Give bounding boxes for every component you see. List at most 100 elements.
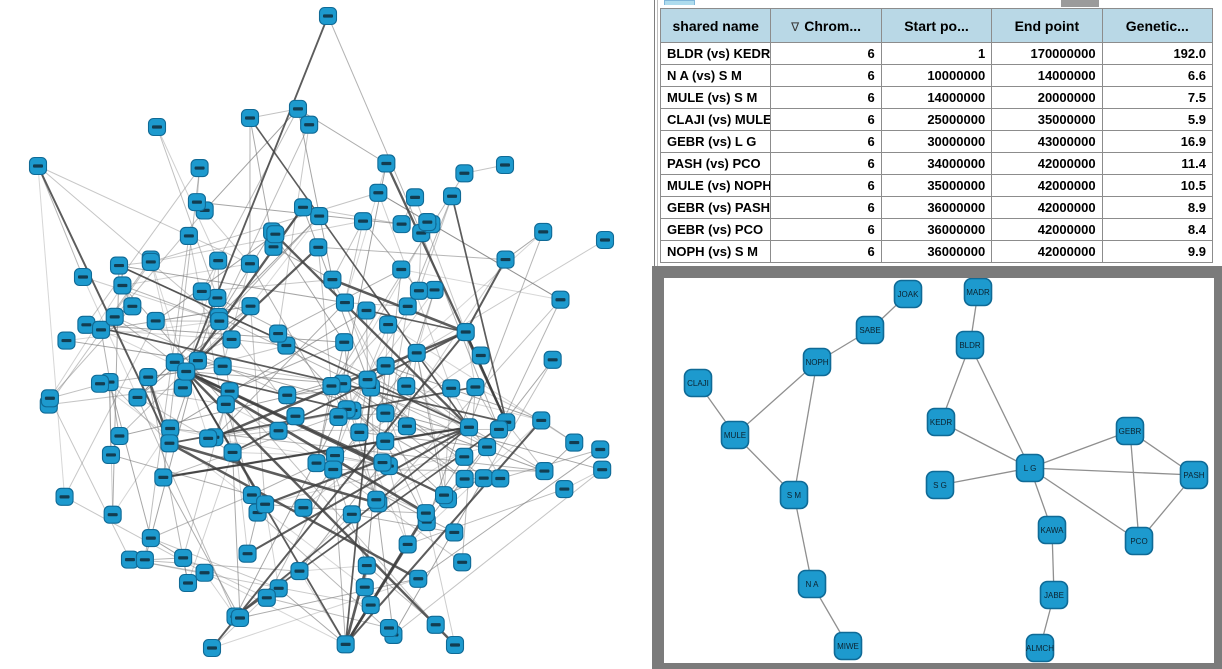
network-edge[interactable] xyxy=(211,578,419,649)
table-row[interactable]: GEBR (vs) PASH 6 36000000 42000000 8.9 xyxy=(659,196,1214,219)
network-node[interactable] xyxy=(103,505,122,524)
network-node[interactable]: MADR xyxy=(963,278,993,307)
network-edge[interactable] xyxy=(939,467,1031,486)
network-node[interactable] xyxy=(376,356,395,375)
network-node[interactable] xyxy=(210,312,229,331)
network-node[interactable]: N A xyxy=(797,569,827,599)
network-edge[interactable] xyxy=(229,341,345,392)
network-edge[interactable] xyxy=(218,316,488,448)
network-node[interactable] xyxy=(240,254,259,273)
network-node[interactable] xyxy=(355,578,374,597)
network-node[interactable] xyxy=(357,556,376,575)
network-edge[interactable] xyxy=(66,320,220,342)
network-edge[interactable] xyxy=(327,15,422,234)
network-node[interactable] xyxy=(309,238,328,257)
table-row[interactable]: NOPH (vs) S M 6 36000000 42000000 9.9 xyxy=(659,240,1214,263)
network-node[interactable] xyxy=(392,260,411,279)
network-edge[interactable] xyxy=(156,126,219,261)
network-node[interactable] xyxy=(496,250,515,269)
network-node[interactable] xyxy=(535,462,554,481)
shared-name-cell[interactable]: MULE (vs) NOPH xyxy=(659,174,772,197)
network-edge[interactable] xyxy=(793,361,818,496)
network-node[interactable]: JABE xyxy=(1039,580,1069,610)
shared-name-cell[interactable]: NOPH (vs) S M xyxy=(659,240,772,263)
network-edge[interactable] xyxy=(231,338,287,347)
network-edge[interactable] xyxy=(168,442,419,580)
network-edge[interactable] xyxy=(232,452,241,619)
column-header[interactable]: ∇ Chrom... xyxy=(770,8,882,43)
table-tab[interactable] xyxy=(664,0,695,5)
network-edge[interactable] xyxy=(346,408,465,480)
network-node[interactable] xyxy=(350,423,369,442)
subnetwork-svg[interactable]: JOAK MADR SABE NOPH BLDR CLAJI MULE KEDR GEBR L G… xyxy=(664,278,1214,663)
network-node[interactable] xyxy=(110,426,129,446)
network-node[interactable] xyxy=(208,288,227,307)
network-edge[interactable] xyxy=(344,512,427,646)
network-node[interactable] xyxy=(195,563,214,582)
network-node[interactable] xyxy=(466,377,485,397)
table-row[interactable]: BLDR (vs) KEDR 6 1 170000000 192.0 xyxy=(659,42,1214,65)
value-cell[interactable]: 42000000 xyxy=(991,240,1103,263)
network-node[interactable] xyxy=(73,267,93,287)
value-cell[interactable]: 30000000 xyxy=(880,130,993,153)
network-edge[interactable] xyxy=(37,165,84,278)
value-cell[interactable]: 14000000 xyxy=(880,86,993,109)
network-node[interactable] xyxy=(335,333,354,352)
network-edge[interactable] xyxy=(150,537,279,589)
network-edge[interactable] xyxy=(277,124,310,334)
network-edge[interactable] xyxy=(137,396,209,439)
network-node[interactable] xyxy=(442,187,462,206)
table-row[interactable]: MULE (vs) NOPH 6 35000000 42000000 10.5 xyxy=(659,174,1214,197)
network-edge[interactable] xyxy=(407,488,565,545)
network-node[interactable]: GEBR xyxy=(1115,416,1145,446)
network-edge[interactable] xyxy=(940,421,1031,469)
value-cell[interactable]: 42000000 xyxy=(991,196,1103,219)
network-node[interactable] xyxy=(543,350,562,369)
network-edge[interactable] xyxy=(344,221,364,303)
network-edge[interactable] xyxy=(416,352,445,496)
network-node[interactable] xyxy=(591,440,610,459)
value-cell[interactable]: 6 xyxy=(770,218,882,241)
network-edge[interactable] xyxy=(351,513,455,533)
network-node[interactable] xyxy=(216,395,235,414)
network-node[interactable]: S M xyxy=(779,480,809,510)
network-node[interactable] xyxy=(160,434,179,453)
network-edge[interactable] xyxy=(271,230,470,429)
network-node[interactable] xyxy=(28,156,48,176)
value-cell[interactable]: 192.0 xyxy=(1101,42,1214,65)
network-edge[interactable] xyxy=(266,469,334,599)
network-edge[interactable] xyxy=(278,587,346,645)
network-node[interactable] xyxy=(405,188,425,207)
network-node[interactable] xyxy=(379,315,398,334)
network-node[interactable] xyxy=(307,454,326,473)
network-node[interactable] xyxy=(190,159,209,178)
network-edge[interactable] xyxy=(366,310,369,380)
network-edge[interactable] xyxy=(99,383,366,588)
network-node[interactable]: JOAK xyxy=(893,279,923,309)
network-node[interactable] xyxy=(240,108,260,128)
network-node[interactable]: KEDR xyxy=(926,407,956,437)
network-edge[interactable] xyxy=(1029,467,1140,542)
network-node[interactable]: ALMCH xyxy=(1025,633,1055,663)
value-cell[interactable]: 170000000 xyxy=(991,42,1103,65)
network-edge[interactable] xyxy=(204,572,346,645)
network-edge[interactable] xyxy=(222,263,251,367)
value-cell[interactable]: 25000000 xyxy=(880,108,993,131)
network-edge[interactable] xyxy=(425,513,456,646)
network-edge[interactable] xyxy=(317,247,332,387)
table-row[interactable]: CLAJI (vs) MULE 6 25000000 35000000 5.9 xyxy=(659,108,1214,131)
network-node[interactable] xyxy=(310,207,329,226)
network-node[interactable] xyxy=(187,193,206,212)
network-node[interactable] xyxy=(178,573,198,593)
network-node[interactable] xyxy=(213,357,232,376)
network-node[interactable] xyxy=(101,445,121,464)
network-node[interactable] xyxy=(202,638,222,658)
column-header[interactable]: End point xyxy=(991,8,1103,43)
network-node[interactable] xyxy=(139,368,158,387)
network-edge[interactable] xyxy=(793,494,813,585)
network-node[interactable] xyxy=(445,523,464,542)
network-node[interactable] xyxy=(230,608,250,628)
network-edge[interactable] xyxy=(169,441,379,505)
network-node[interactable] xyxy=(397,417,416,436)
value-cell[interactable]: 6 xyxy=(770,86,882,109)
